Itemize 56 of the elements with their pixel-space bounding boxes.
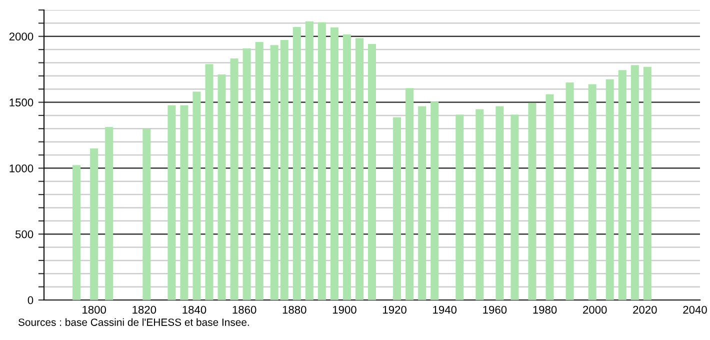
y-tick-label: 1500 <box>10 98 34 106</box>
x-tick-label: 1800 <box>82 306 106 314</box>
x-tick-label: 1920 <box>383 306 406 314</box>
bar <box>330 27 338 300</box>
source-note: Sources : base Cassini de l'EHESS et base Insee. <box>18 318 249 326</box>
x-tick-label: 1900 <box>332 306 356 314</box>
bar <box>142 128 151 300</box>
bar <box>270 45 278 300</box>
bar <box>566 82 574 300</box>
bar <box>342 34 351 300</box>
bar <box>242 48 251 300</box>
bar <box>192 92 201 300</box>
x-tick-label: 2040 <box>683 306 707 314</box>
bar <box>318 22 326 300</box>
x-tick-label: 2020 <box>633 306 657 314</box>
bar <box>476 109 484 300</box>
x-tick-label: 1820 <box>132 306 156 314</box>
bar <box>180 105 188 300</box>
bar <box>546 94 554 300</box>
bar <box>292 27 301 300</box>
bar <box>528 102 536 300</box>
x-tick-label: 1980 <box>533 306 557 314</box>
bar <box>606 79 614 300</box>
bar <box>72 165 81 300</box>
bar <box>205 64 214 300</box>
bar <box>630 65 639 300</box>
bar <box>218 74 226 300</box>
x-tick-label: 1860 <box>232 306 256 314</box>
bar <box>90 148 98 300</box>
bar <box>618 70 626 300</box>
bar <box>588 84 596 300</box>
bar <box>456 114 464 300</box>
y-tick-label: 0 <box>28 296 34 304</box>
bar <box>305 21 314 300</box>
bar <box>255 42 264 300</box>
bar <box>643 66 652 300</box>
y-tick-label: 500 <box>15 230 34 238</box>
x-tick-label: 2000 <box>583 306 607 314</box>
bar <box>510 114 519 300</box>
bar <box>406 88 414 300</box>
y-tick-label: 2000 <box>9 32 34 40</box>
y-tick-label: 1000 <box>10 164 34 172</box>
x-tick-label: 1940 <box>433 306 457 314</box>
bar <box>430 102 439 300</box>
bar <box>230 58 238 300</box>
bar <box>496 106 504 300</box>
bar <box>105 127 114 300</box>
bar <box>168 105 176 300</box>
bar <box>418 106 426 300</box>
x-tick-label: 1880 <box>282 306 306 314</box>
bar <box>355 38 364 300</box>
bar <box>393 117 402 300</box>
bar <box>280 40 288 300</box>
x-tick-label: 1960 <box>483 306 507 314</box>
bar <box>368 44 376 300</box>
x-tick-label: 1840 <box>182 306 206 314</box>
